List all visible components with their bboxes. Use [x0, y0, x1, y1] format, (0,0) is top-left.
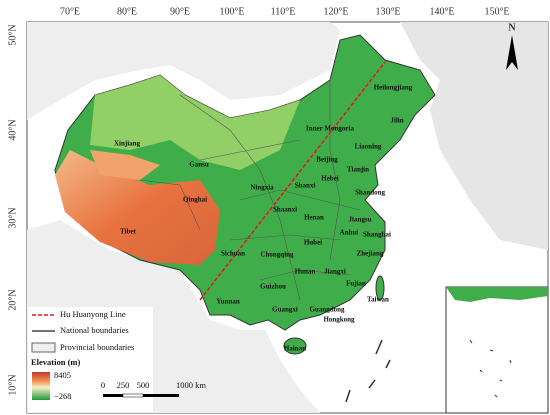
province-label: Liaoning — [355, 143, 382, 151]
elevation-high — [55, 150, 220, 265]
north-arrow — [506, 35, 518, 70]
province-label: Shaanxi — [273, 206, 297, 214]
province-label: Chongqing — [260, 251, 294, 259]
province-label: Fujian — [346, 280, 366, 288]
province-label: Ningxia — [250, 184, 274, 192]
province-label: Beijing — [316, 156, 338, 164]
legend-label: Hu Huanyong Line — [60, 309, 126, 319]
neighbor-land — [27, 22, 340, 120]
elevation-ramp — [32, 372, 50, 400]
longitude-label: 90°E — [170, 6, 190, 17]
longitude-label: 130°E — [375, 6, 400, 17]
province-label: Gansu — [189, 161, 209, 169]
latitude-label: 50°N — [7, 24, 18, 45]
province-label: Guizhou — [260, 283, 286, 291]
inset-land — [446, 287, 548, 302]
longitude-label: 70°E — [60, 6, 80, 17]
province-label: Guangdong — [309, 306, 345, 314]
longitude-label: 80°E — [117, 6, 137, 17]
inset-frame — [445, 286, 549, 414]
province-label: Shanghai — [363, 231, 391, 239]
province-label: Taiwan — [367, 296, 389, 304]
province-label: Tianjin — [347, 166, 369, 174]
scale-label: 0 — [101, 380, 105, 390]
longitude-label: 140°E — [429, 6, 454, 17]
province-label: Jilin — [390, 117, 403, 125]
legend-label: Provincial boundaries — [60, 342, 134, 352]
province-label: Shandong — [355, 189, 385, 197]
province-label: Tibet — [120, 228, 136, 236]
province-label: Zhejiang — [357, 250, 384, 258]
province-label: Shanxi — [295, 182, 316, 190]
province-label: Jiangsu — [349, 216, 372, 224]
province-label: Guangxi — [272, 306, 298, 314]
provincial-boundaries — [139, 80, 361, 301]
latitude-label: 30°N — [7, 207, 18, 228]
elevation-max: 8405 — [54, 370, 71, 380]
province-label: Hunan — [295, 268, 316, 276]
province-label: Henan — [304, 214, 324, 222]
scale-bar — [103, 393, 179, 398]
north-label: N — [508, 22, 516, 33]
province-label: Jiangxi — [324, 268, 346, 276]
longitude-label: 110°E — [271, 6, 296, 17]
province-label: Yunnan — [216, 298, 240, 306]
neighbor-land — [400, 22, 548, 250]
longitude-label: 120°E — [323, 6, 348, 17]
province-label: Inner Mongoria — [306, 125, 354, 133]
scale-label: 500 — [137, 380, 150, 390]
nine-dash-line — [345, 339, 391, 403]
elevation-min: −268 — [54, 391, 72, 401]
province-label: Xinjiang — [114, 140, 141, 148]
province-label: Hubei — [304, 239, 322, 247]
province-label: Sichuan — [221, 250, 245, 258]
elevation-mid — [90, 75, 300, 170]
scale-label: 1000 km — [176, 380, 206, 390]
legend-provincial — [31, 342, 56, 353]
legend-label: National boundaries — [60, 325, 129, 335]
latitude-label: 20°N — [7, 289, 18, 310]
longitude-label: 150°E — [484, 6, 509, 17]
province-label: Hongkong — [323, 316, 355, 324]
taiwan-island — [375, 275, 385, 301]
scale-label: 250 — [117, 380, 130, 390]
latitude-label: 40°N — [7, 119, 18, 140]
province-label: Hebei — [321, 175, 339, 183]
hainan-island — [283, 337, 307, 355]
hu-huanyong-line — [199, 61, 386, 301]
province-label: Anhui — [340, 229, 359, 237]
province-label: Qinghai — [183, 196, 207, 204]
inset-islands — [469, 339, 512, 398]
province-label: Hainan — [284, 345, 306, 353]
legend-title: Elevation (m) — [31, 357, 81, 367]
province-label: Heilongjiang — [374, 84, 413, 92]
elevation-basin — [90, 150, 160, 180]
longitude-label: 100°E — [219, 6, 244, 17]
latitude-label: 10°N — [7, 374, 18, 395]
